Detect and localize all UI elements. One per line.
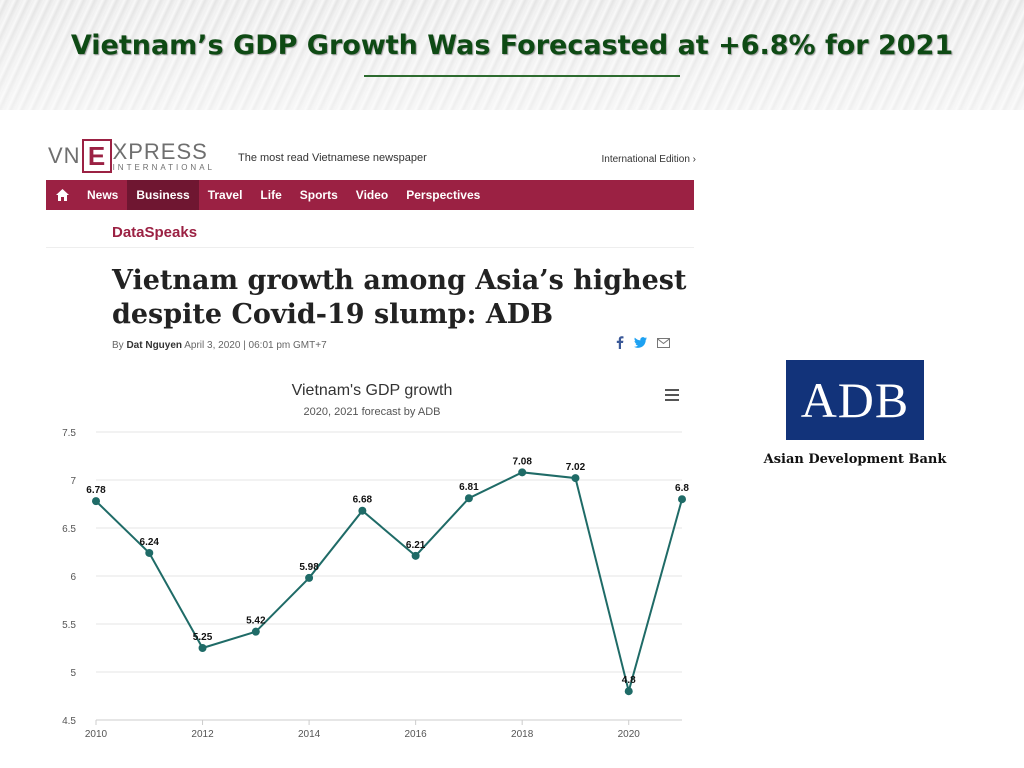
byline-prefix: By [112, 340, 124, 351]
y-tick-label: 6 [70, 572, 76, 583]
chart-menu-icon[interactable] [665, 389, 679, 401]
data-point [92, 497, 100, 506]
x-tick-label: 2014 [298, 729, 321, 740]
nav-item-video[interactable]: Video [355, 188, 389, 202]
slide-banner [0, 0, 1024, 110]
title-underline [364, 75, 680, 77]
data-point [198, 644, 207, 652]
logo-xpress-text: XPRESS [112, 138, 208, 164]
chart-subtitle: 2020, 2021 forecast by ADB [303, 406, 441, 418]
tagline: The most read Vietnamese newspaper [238, 152, 427, 164]
data-label: 6.68 [353, 495, 373, 506]
y-tick-label: 5.5 [62, 620, 76, 631]
section-divider [46, 247, 694, 248]
adb-logo: ADB [786, 360, 924, 440]
logo-e-box: E [81, 139, 112, 173]
article-headline: Vietnam growth among Asia’s highest desp… [112, 265, 687, 330]
nav-item-sports[interactable]: Sports [299, 188, 338, 202]
x-tick-label: 2016 [405, 729, 428, 740]
data-point [464, 494, 473, 503]
x-tick-label: 2010 [85, 729, 108, 740]
chart-title: Vietnam's GDP growth [291, 382, 453, 399]
nav-item-business[interactable]: Business [127, 180, 199, 210]
data-point [358, 506, 367, 515]
slide-title: Vietnam’s GDP Growth Was Forecasted at +… [70, 30, 954, 61]
section-label[interactable]: DataSpeaks [112, 224, 198, 241]
twitter-icon[interactable] [634, 337, 647, 351]
data-label: 7.02 [566, 462, 586, 473]
edition-selector[interactable]: International Edition › [601, 154, 696, 165]
facebook-icon[interactable] [616, 336, 624, 352]
series-line [95, 471, 683, 696]
x-tick-label: 2018 [511, 729, 534, 740]
data-point [571, 474, 580, 483]
data-point [624, 687, 633, 696]
x-tick-label: 2020 [618, 729, 641, 740]
data-point [411, 551, 420, 560]
home-icon[interactable] [46, 180, 78, 210]
data-label: 7.08 [512, 456, 532, 467]
data-point [305, 573, 314, 582]
y-tick-label: 7.5 [62, 428, 76, 439]
nav-item-life[interactable]: Life [260, 188, 282, 202]
data-label: 6.8 [675, 483, 689, 494]
nav-item-perspectives[interactable]: Perspectives [406, 188, 481, 202]
data-point [518, 468, 527, 477]
data-point [678, 495, 686, 504]
newspaper-screenshot: VN E XPRESS INTERNATIONAL The most read … [44, 130, 696, 750]
data-label: 5.98 [299, 562, 319, 573]
main-nav: News Business Travel Life Sports Video P… [46, 180, 694, 210]
data-label: 6.78 [86, 485, 106, 496]
logo-right: XPRESS INTERNATIONAL [112, 138, 215, 172]
share-icons [616, 336, 670, 352]
adb-name: Asian Development Bank [763, 452, 947, 467]
y-tick-label: 4.5 [62, 716, 76, 727]
logo-vn-text: VN [48, 143, 81, 168]
data-label: 5.25 [193, 632, 213, 643]
y-tick-label: 7 [70, 476, 76, 487]
nav-item-travel[interactable]: Travel [207, 188, 243, 202]
byline-date: April 3, 2020 | 06:01 pm GMT+7 [184, 340, 327, 351]
data-label: 5.42 [246, 616, 266, 627]
data-point [145, 548, 154, 557]
vnexpress-logo[interactable]: VN E XPRESS INTERNATIONAL [48, 138, 215, 174]
x-tick-label: 2012 [191, 729, 214, 740]
mail-icon[interactable] [657, 337, 670, 351]
nav-item-news[interactable]: News [87, 188, 119, 202]
y-tick-label: 6.5 [62, 524, 76, 535]
logo-intl-text: INTERNATIONAL [112, 162, 215, 172]
data-label: 6.24 [140, 537, 160, 548]
gdp-line-chart: 4.5 5 5.5 6 6.5 7 7.5 2010 2012 2014 2016 2018 2020 6… [62, 428, 689, 740]
byline: By Dat Nguyen April 3, 2020 | 06:01 pm G… [112, 340, 327, 351]
data-label: 6.21 [406, 540, 426, 551]
data-label: 6.81 [459, 482, 479, 493]
data-point [251, 627, 260, 636]
byline-author[interactable]: Dat Nguyen [126, 340, 183, 351]
data-label: 4.8 [622, 675, 636, 686]
y-tick-label: 5 [70, 668, 76, 679]
